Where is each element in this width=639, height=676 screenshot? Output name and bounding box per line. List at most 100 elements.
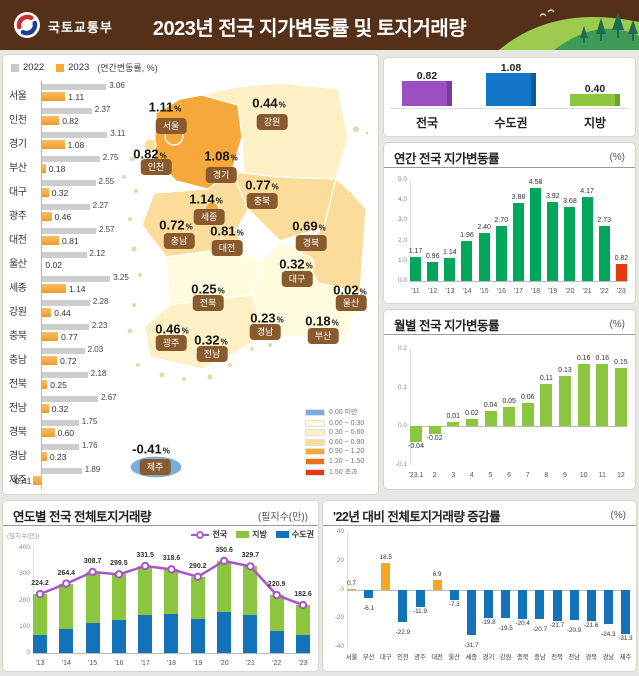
bar-2023 [42, 212, 52, 221]
x-tick-label: '13 [35, 660, 45, 667]
region-row: 울산 2.12 0.02 [7, 249, 147, 273]
value-2023: 0.60 [57, 428, 75, 438]
value-2023: 0.23 [49, 452, 67, 462]
local-bar-segment [111, 574, 126, 621]
value-2022: 3.06 [109, 81, 125, 90]
legend-item: 전국 [191, 529, 227, 540]
x-tick-label: 경북 [585, 654, 598, 661]
bar-column: 1.96 '14 [460, 180, 474, 295]
region-bar-area: 2.12 0.02 [41, 249, 147, 273]
line-value: 290.2 [189, 562, 207, 570]
value-2023: 0.46 [54, 212, 72, 222]
bar [596, 364, 609, 427]
bar-2022 [42, 132, 108, 138]
x-axis [33, 653, 310, 654]
value-2023: 0.32 [51, 188, 69, 198]
agency-name: 국토교통부 [48, 20, 113, 35]
y-tick: -0.1 [395, 461, 407, 468]
bar-2023 [42, 92, 66, 101]
bar [552, 589, 562, 621]
region-row: 강원 2.28 0.44 [7, 297, 147, 321]
summary-panel: 0.82 전국 1.08 수도권 0.40 지방 [383, 57, 636, 137]
y-tick: 40 [336, 528, 344, 535]
summary-category: 지방 [583, 116, 607, 130]
bar-2022 [42, 324, 89, 330]
bar-value: -31.7 [464, 642, 479, 650]
bar-value: 0.05 [502, 398, 516, 405]
map-legend-label: 0.00 미만 [329, 409, 358, 416]
map-legend-swatch-icon [305, 419, 325, 427]
value-2023: 1.11 [68, 92, 85, 102]
bar-value: -19.5 [498, 624, 513, 632]
region-bar-area: 3.25 1.14 [41, 273, 147, 297]
map-chip-경기: 경기 [205, 167, 237, 183]
value-2023: 0.82 [62, 116, 79, 126]
bar-column: '21 [243, 548, 258, 667]
local-bar-segment [190, 576, 205, 620]
legend-label: 전국 [212, 530, 228, 539]
map-chip-대전: 대전 [211, 240, 243, 256]
metro-bar-segment [217, 611, 232, 653]
map-chip-인천: 인천 [140, 159, 172, 175]
bar [410, 426, 422, 442]
map-legend-row: 0.00 미만 [305, 407, 364, 417]
annual-title: 연간 전국 지가변동률 [394, 152, 499, 166]
yearly-plot-unit: (필지수(만)) [7, 533, 40, 540]
map-chip-경북: 경북 [295, 235, 327, 251]
bar [364, 589, 374, 599]
bar-value: 2.70 [494, 217, 509, 225]
hills-illustration-icon [484, 0, 639, 50]
bar-value: 0.96 [425, 252, 440, 260]
bar-column: -31.7 세종 [464, 532, 479, 661]
map-value-경남: 0.23% [250, 310, 284, 326]
bar [577, 364, 590, 427]
percent-sign: % [359, 287, 367, 297]
region-row: 경남 1.76 0.23 [7, 441, 147, 465]
bar-column: '17 [138, 548, 153, 667]
percent-sign: % [181, 326, 189, 336]
bar-value: -7.3 [448, 600, 460, 608]
bar-value: 2.73 [597, 216, 612, 224]
bar [444, 257, 456, 281]
x-tick-label: '15 [88, 660, 98, 667]
region-bar-area: 3.06 1.11 [41, 81, 147, 105]
legend-2023-swatch-icon [56, 63, 65, 72]
bar [603, 589, 613, 625]
bar [398, 589, 408, 623]
bar-column: 0.02 4 [465, 349, 479, 479]
bar-column: -0.04 '23.1 [408, 349, 424, 479]
map-chip-강원: 강원 [256, 114, 288, 130]
local-bar-segment [217, 560, 232, 612]
bar [415, 589, 425, 607]
bar-2023 [42, 164, 46, 173]
x-tick-label: '21 [582, 288, 592, 295]
x-tick-label: 5 [488, 472, 493, 479]
region-bar-area: 1.89 -0.41 [12, 465, 147, 489]
x-tick-label: '23 [298, 660, 308, 667]
region-name: 경기 [9, 139, 27, 150]
region-bar-chart: 서울 3.06 1.11 인천 2.37 0.82 경기 3.11 1.08 부산 2.75 0.18… [7, 81, 147, 489]
bar-2023 [42, 116, 60, 125]
x-tick-label: '14 [61, 660, 71, 667]
line-value: 350.6 [215, 546, 233, 554]
bar [503, 407, 516, 427]
bar-2022 [42, 372, 88, 378]
bar-row: -0.04 '23.1 -0.02 2 0.01 3 0.02 4 0.04 5 0.05 6 0.06… [408, 349, 628, 479]
map-value-전북: 0.25% [191, 281, 225, 297]
y-axis [410, 349, 411, 465]
bar-column: 2.73 '22 [597, 180, 612, 295]
value-2022: 2.27 [92, 201, 109, 210]
bar-value: 0.82 [614, 255, 629, 263]
bar-value: -11.9 [413, 607, 427, 615]
map-legend-row: 0.60 ~ 0.90 [305, 438, 364, 446]
bar-column: 6.9 대전 [431, 532, 443, 661]
bar-column: -19.5 강원 [498, 532, 513, 661]
percent-sign: % [276, 315, 284, 325]
region-bar-area: 2.03 0.72 [41, 345, 147, 369]
bar-value: 0.01 [446, 413, 461, 421]
map-legend-row: 0.90 ~ 1.20 [305, 448, 364, 455]
x-tick-label: 4 [469, 472, 474, 479]
bar-value: -20.9 [566, 626, 582, 634]
percent-sign: % [271, 182, 279, 192]
region-row: 광주 2.27 0.46 [7, 201, 147, 225]
